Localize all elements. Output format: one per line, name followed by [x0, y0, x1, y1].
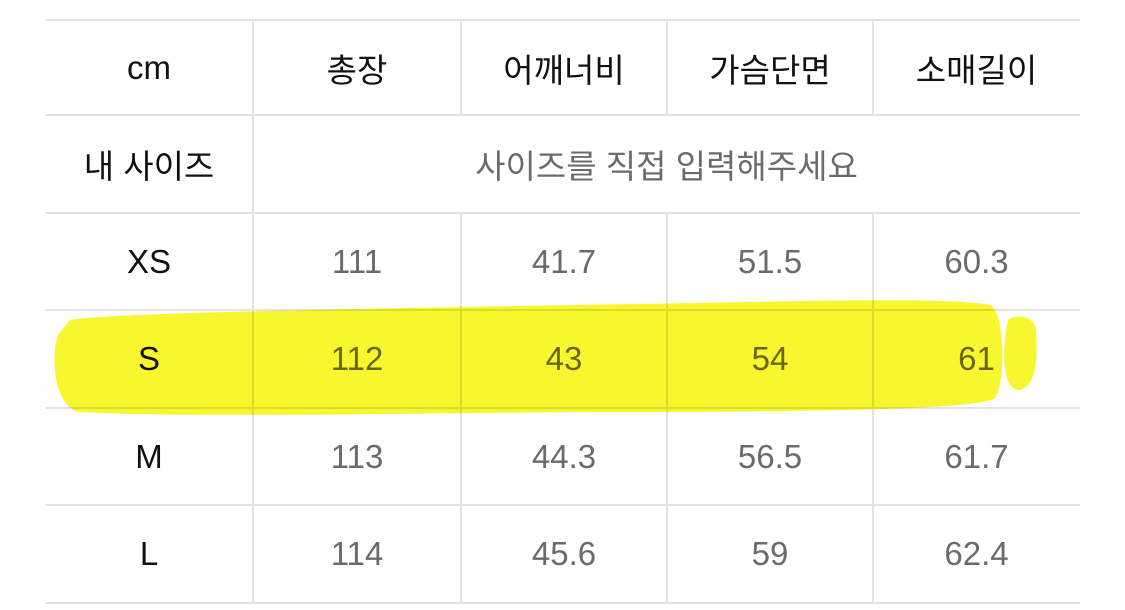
- row-divider: [45, 212, 1080, 214]
- column-header: 가슴단면: [709, 51, 831, 89]
- row-divider: [45, 19, 1080, 21]
- table-cell: 59: [751, 535, 789, 572]
- table-cell: 43: [545, 340, 583, 377]
- table-cell: 56.5: [737, 437, 803, 475]
- table-cell: 44.3: [531, 437, 597, 475]
- size-label: XS: [126, 242, 172, 280]
- table-cell: 51.5: [737, 242, 803, 280]
- size-label: L: [139, 535, 159, 572]
- column-header: 어깨너비: [503, 51, 625, 89]
- table-cell: 60.3: [944, 242, 1009, 280]
- size-label: M: [135, 437, 163, 475]
- table-cell: 61: [958, 340, 995, 377]
- column-divider: [872, 20, 874, 115]
- my-size-label: 내 사이즈: [83, 148, 215, 185]
- table-cell: 111: [331, 242, 383, 280]
- column-header: 소매길이: [915, 51, 1038, 89]
- column-header: 총장: [326, 51, 388, 89]
- column-divider: [666, 20, 668, 115]
- table-cell: 114: [330, 535, 384, 572]
- table-cell: 113: [330, 437, 384, 475]
- table-cell: 41.7: [531, 242, 597, 280]
- table-cell: 54: [751, 340, 789, 377]
- column-header: cm: [127, 48, 171, 86]
- row-divider: [45, 114, 1080, 116]
- table-cell: 45.6: [531, 535, 597, 572]
- table-cell: 112: [330, 340, 384, 377]
- row-divider: [45, 504, 1080, 506]
- table-cell: 61.7: [944, 437, 1009, 475]
- table-cell: 62.4: [944, 535, 1009, 572]
- my-size-input[interactable]: 사이즈를 직접 입력해주세요: [475, 148, 858, 185]
- column-divider: [460, 20, 462, 115]
- size-label: S: [137, 340, 160, 377]
- row-divider: [45, 602, 1080, 604]
